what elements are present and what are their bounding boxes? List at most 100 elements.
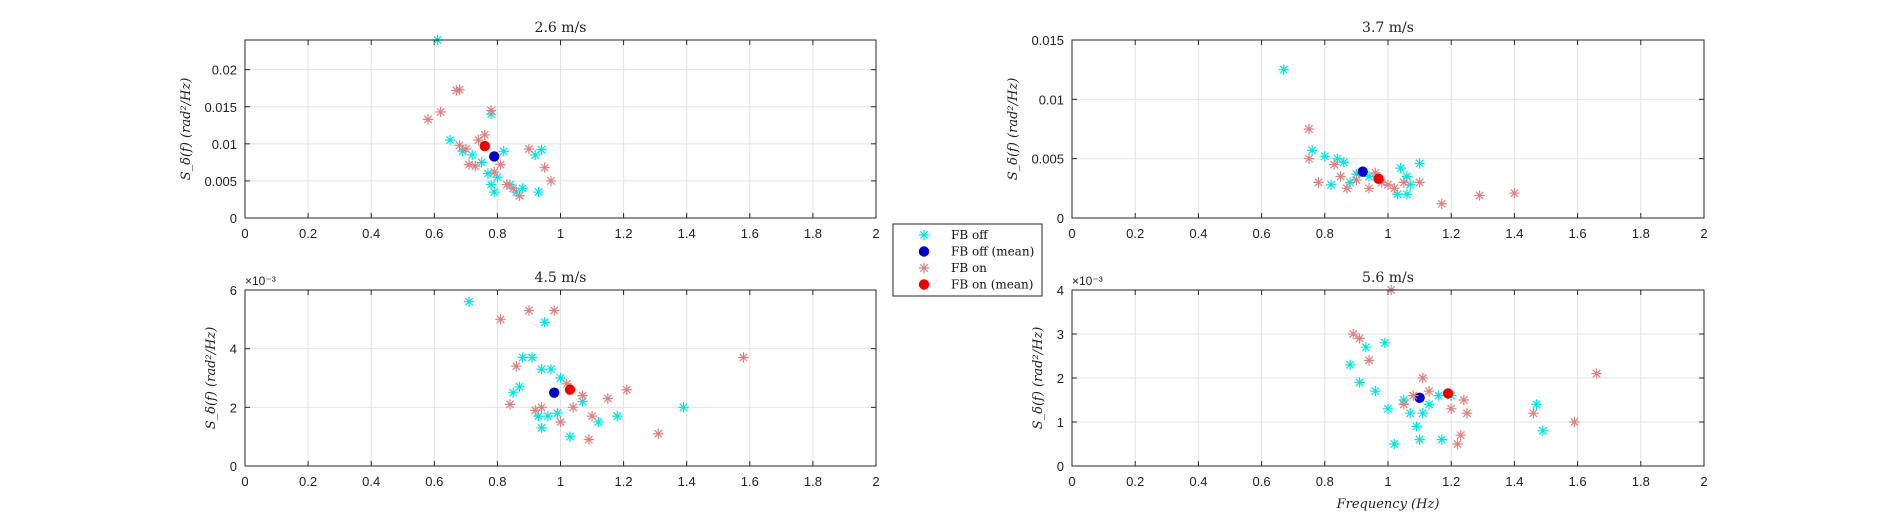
series-fb-on-mean [1442,388,1454,399]
data-point [482,168,494,179]
x-tick-label: 1.6 [741,226,759,241]
y-tick-label: 0.02 [212,63,237,78]
data-point [1313,177,1324,188]
legend-label: FB on [951,261,987,275]
subplot-2: 0 0.2 0.4 0.6 0.8 1 1.2 1.4 1.6 1.8 2 0 0.005 0.01 0.0… [1006,20,1708,241]
data-point [1569,416,1580,428]
data-point [457,146,468,157]
data-point [555,372,566,384]
legend-marker-dot-icon [918,279,930,290]
data-point [1363,355,1375,366]
x-tick-label: 1.4 [1505,474,1523,489]
data-point [507,387,519,398]
x-tick-label: 0 [1068,474,1075,489]
series-fb-on-mean [479,140,490,152]
series-fb-off [1278,64,1425,200]
y-axis-label: S_δ(f) (rad²/Hz) [1006,78,1021,181]
data-point [489,186,500,198]
legend-entry: FB on (mean) [918,278,1033,292]
data-point [545,175,557,187]
data-point [533,186,544,198]
data-point [1303,153,1315,164]
data-point [485,105,497,116]
x-tick-label: 1.4 [1505,226,1523,241]
data-point [523,305,535,316]
axes-frame [244,39,877,219]
data-point [602,393,614,404]
data-point [1423,399,1435,410]
x-tick-label: 1.2 [1442,226,1460,241]
mean-point [489,151,500,162]
x-tick-label: 0.6 [1253,226,1271,241]
x-axis-label: Frequency (Hz) [1336,497,1440,512]
data-point [593,416,604,428]
data-point [1332,153,1343,164]
data-point [526,352,538,363]
data-point [1401,189,1413,200]
axes-frame [1071,39,1705,219]
legend-marker-asterisk-icon [918,262,930,274]
x-tick-label: 0.6 [1253,474,1271,489]
y-tick-label: 0 [1057,459,1064,474]
series-fb-on [495,305,749,445]
data-point [1461,408,1473,419]
data-point [561,378,573,390]
data-point [1591,368,1602,379]
data-point [536,402,547,413]
y-tick-label: 0 [230,211,237,226]
x-tick-label: 2 [872,226,879,241]
x-tick-label: 0.8 [488,474,506,489]
data-point [1417,408,1428,419]
x-tick-label: 0.6 [425,226,443,241]
data-point [1344,359,1356,370]
subplot-title: 2.6 m/s [535,20,587,36]
data-point [536,422,547,434]
x-tick-label: 0.4 [1189,474,1207,489]
x-tick-label: 1 [1384,226,1391,241]
y-tick-label: 0 [230,459,237,474]
data-point [530,405,541,416]
x-tick-label: 0.6 [425,474,443,489]
axes-frame [1071,289,1705,467]
data-point [501,179,513,190]
data-point [1325,179,1337,190]
data-point [539,317,550,328]
series-fb-off-mean [548,387,560,398]
data-point [1306,145,1318,156]
series-fb-on [422,84,557,201]
data-point [1531,399,1542,410]
y-tick-label: 1 [1057,415,1064,430]
data-point [517,352,528,363]
x-tick-label: 2 [1700,474,1707,489]
data-point [738,352,749,363]
data-point [1354,333,1365,344]
data-point [1455,430,1466,441]
data-point [1509,187,1520,199]
data-point [489,166,500,178]
subplot-title: 3.7 m/s [1362,20,1414,36]
mean-point [548,387,560,398]
data-point [536,364,547,375]
x-tick-label: 2 [1700,226,1707,241]
data-point [542,410,554,422]
series-fb-off [463,296,689,442]
data-point [1335,171,1346,182]
x-tick-label: 0.2 [1126,474,1144,489]
data-point [463,159,475,170]
data-point [567,402,579,413]
data-point [1389,183,1400,194]
y-tick-label: 4 [1057,283,1064,298]
x-tick-label: 1.8 [1632,474,1650,489]
data-point [479,129,490,141]
y-tick-label: 0.005 [1031,152,1064,167]
x-tick-label: 1.8 [804,474,822,489]
data-point [545,364,557,375]
mean-point [564,384,576,395]
data-point [1392,189,1403,200]
data-point [1398,399,1409,410]
y-axis-exponent: ×10⁻³ [245,274,276,288]
y-axis-label: S_δ(f) (rad²/Hz) [1031,327,1046,430]
data-point [498,146,509,157]
legend-entry: FB off (mean) [918,245,1034,259]
data-point [514,381,525,392]
